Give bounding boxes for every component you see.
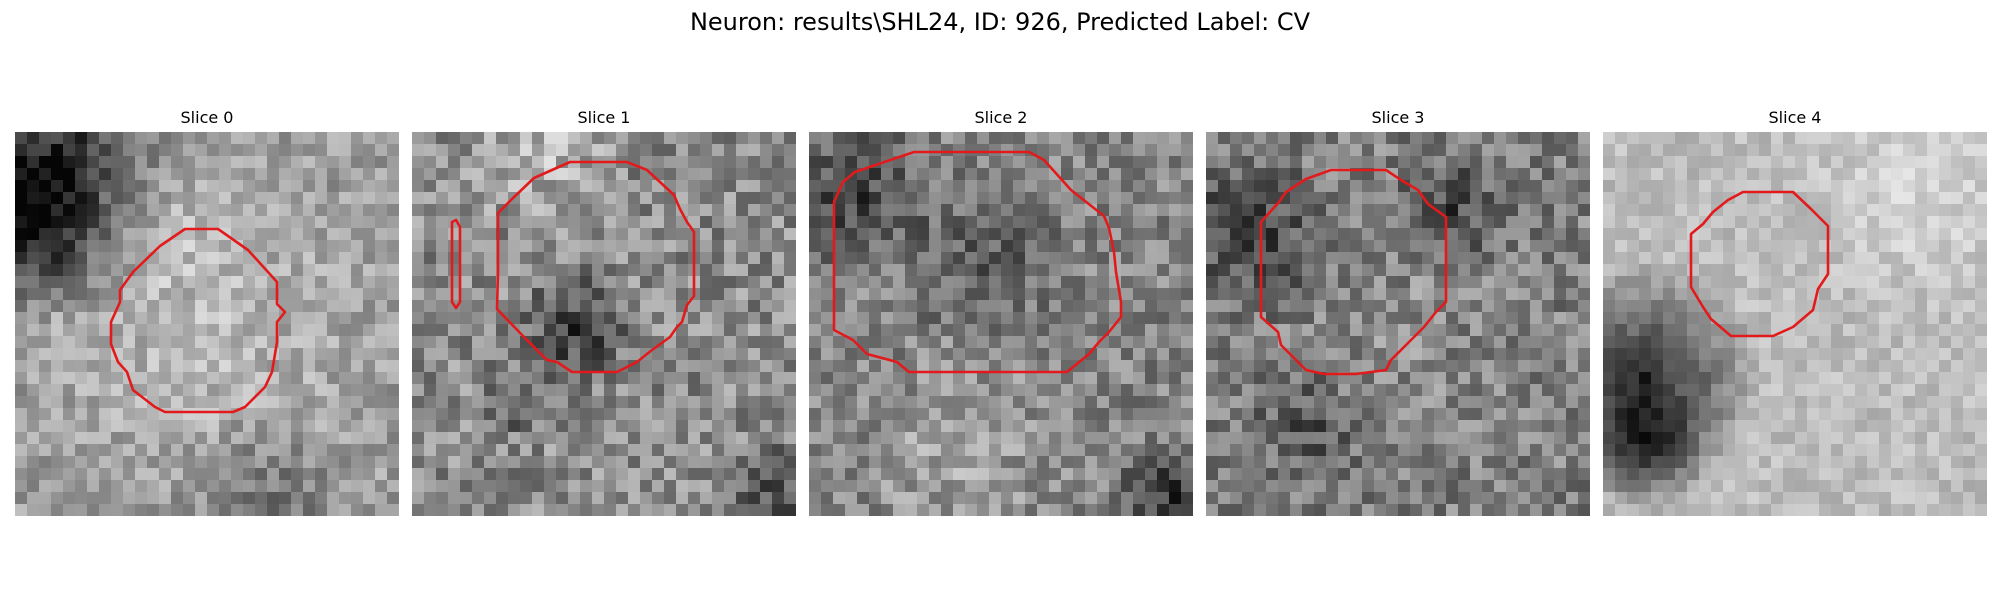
slice-title: Slice 0 bbox=[180, 108, 234, 127]
pixel-grid bbox=[1206, 132, 1590, 516]
slice-panel-2: Slice 2 bbox=[809, 108, 1193, 516]
neuron-contour bbox=[109, 227, 287, 414]
neuron-contour bbox=[495, 160, 696, 374]
slice-title: Slice 2 bbox=[974, 108, 1028, 127]
neuron-contour bbox=[832, 150, 1123, 374]
slice-title: Slice 4 bbox=[1768, 108, 1822, 127]
slice-image bbox=[412, 132, 796, 516]
secondary-contour bbox=[450, 218, 462, 310]
slice-image bbox=[809, 132, 1193, 516]
pixel-grid bbox=[412, 132, 796, 516]
slice-title: Slice 3 bbox=[1371, 108, 1425, 127]
slice-panel-4: Slice 4 bbox=[1603, 108, 1987, 516]
slice-image bbox=[1603, 132, 1987, 516]
pixel-grid bbox=[1603, 132, 1987, 516]
slice-image bbox=[1206, 132, 1590, 516]
neuron-contour bbox=[1689, 190, 1830, 338]
figure-title: Neuron: results\SHL24, ID: 926, Predicte… bbox=[689, 8, 1311, 36]
slice-panel-3: Slice 3 bbox=[1206, 108, 1590, 516]
slice-panel-1: Slice 1 bbox=[412, 108, 796, 516]
pixel-grid bbox=[809, 132, 1193, 516]
slice-image bbox=[15, 132, 399, 516]
neuron-contour bbox=[1259, 168, 1448, 376]
slice-title: Slice 1 bbox=[577, 108, 631, 127]
pixel-grid bbox=[15, 132, 399, 516]
slice-panel-0: Slice 0 bbox=[15, 108, 399, 516]
